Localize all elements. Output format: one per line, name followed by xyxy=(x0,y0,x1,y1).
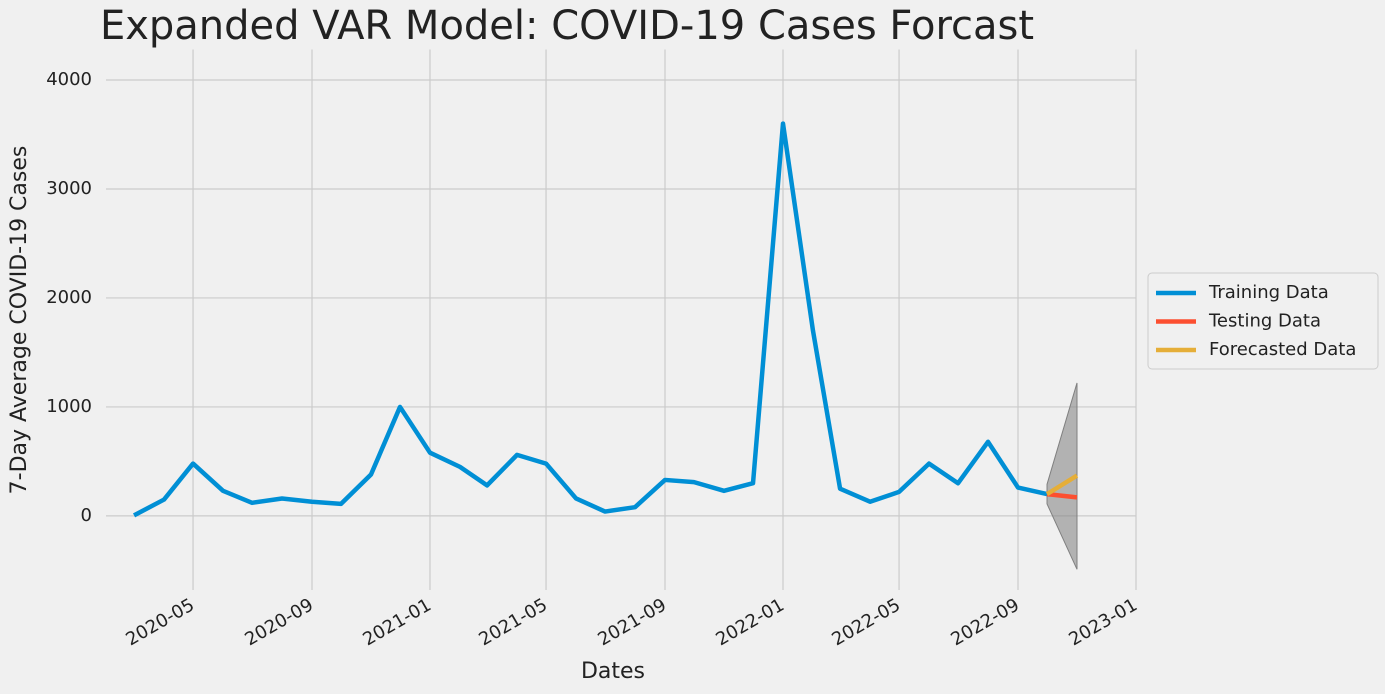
x-axis-label: Dates xyxy=(581,659,645,684)
y-tick-label: 4000 xyxy=(46,69,92,90)
legend-box xyxy=(1147,272,1379,370)
y-axis-label: 7-Day Average COVID-19 Cases xyxy=(7,146,32,495)
legend: Training Data Testing Data Forecasted Data xyxy=(1147,272,1379,370)
confidence-band xyxy=(1046,382,1078,570)
y-tick-label: 1000 xyxy=(46,396,92,417)
chart-title: Expanded VAR Model: COVID-19 Cases Forca… xyxy=(100,3,1034,49)
y-tick-label: 2000 xyxy=(46,287,92,308)
legend-label: Forecasted Data xyxy=(1209,339,1356,360)
legend-label: Training Data xyxy=(1208,282,1329,303)
series-line xyxy=(132,121,1048,518)
y-tick-label: 0 xyxy=(81,505,92,526)
legend-label: Testing Data xyxy=(1208,311,1321,332)
series-line xyxy=(1045,473,1079,497)
y-tick-label: 3000 xyxy=(46,178,92,199)
series-line xyxy=(1046,491,1078,500)
